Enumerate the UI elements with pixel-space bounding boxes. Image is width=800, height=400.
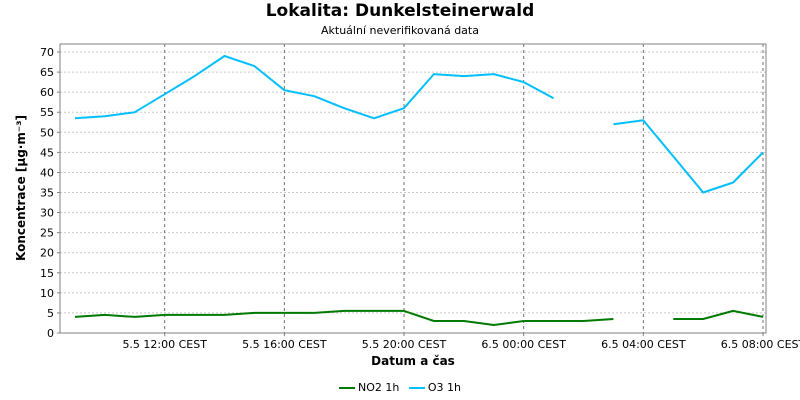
y-tick-label: 60 xyxy=(40,86,54,99)
series-line-0 xyxy=(74,309,614,326)
grid-layer xyxy=(60,44,766,333)
legend-label-o3: O3 1h xyxy=(427,381,461,394)
x-tick-label: 6.5 00:00 CEST xyxy=(481,338,566,351)
plot-border xyxy=(59,43,767,334)
x-tick-label: 6.5 04:00 CEST xyxy=(601,338,686,351)
y-axis-label: Koncentrace [µg·m⁻³] xyxy=(14,115,28,261)
y-tick-label: 40 xyxy=(40,166,54,179)
series-line-1 xyxy=(613,119,764,194)
y-tick-label: 10 xyxy=(40,287,54,300)
chart-title: Lokalita: Dunkelsteinerwald xyxy=(265,1,535,21)
legend-item-no2: NO2 1h xyxy=(339,381,399,394)
y-tick-label: 65 xyxy=(40,66,54,79)
y-tick-label: 5 xyxy=(47,307,54,320)
y-tick-label: 35 xyxy=(40,187,54,200)
legend-swatch-o3 xyxy=(408,387,425,389)
y-tick-label: 70 xyxy=(40,46,54,59)
legend: NO2 1h O3 1h xyxy=(0,381,800,394)
series-layer xyxy=(74,55,764,326)
y-tick-label: 30 xyxy=(40,207,54,220)
y-tick-label: 45 xyxy=(40,146,54,159)
y-tick-label: 20 xyxy=(40,247,54,260)
plot-background xyxy=(60,44,766,333)
y-tick-label: 0 xyxy=(47,327,54,340)
legend-label-no2: NO2 1h xyxy=(358,381,400,394)
x-tick-label: 5.5 20:00 CEST xyxy=(362,338,447,351)
legend-swatch-no2 xyxy=(339,387,355,389)
y-tick-label: 25 xyxy=(40,227,54,240)
y-tick-label: 50 xyxy=(40,126,54,139)
x-axis-label: Datum a čas xyxy=(371,354,455,368)
x-tick-label: 6.5 08:00 CEST xyxy=(721,338,800,351)
series-line-0 xyxy=(673,309,764,320)
chart-subtitle: Aktuální neverifikovaná data xyxy=(321,24,479,37)
series-line-1 xyxy=(74,55,555,120)
axis-layer: 0 5 10 15 20 25 30 35 40 45 50 55 60 65 70 5.5 12:00 CE… xyxy=(40,46,800,351)
y-tick-label: 15 xyxy=(40,267,54,280)
x-tick-label: 5.5 12:00 CEST xyxy=(122,338,207,351)
legend-item-o3: O3 1h xyxy=(408,381,461,394)
y-tick-label: 55 xyxy=(40,106,54,119)
x-tick-label: 5.5 16:00 CEST xyxy=(242,338,327,351)
